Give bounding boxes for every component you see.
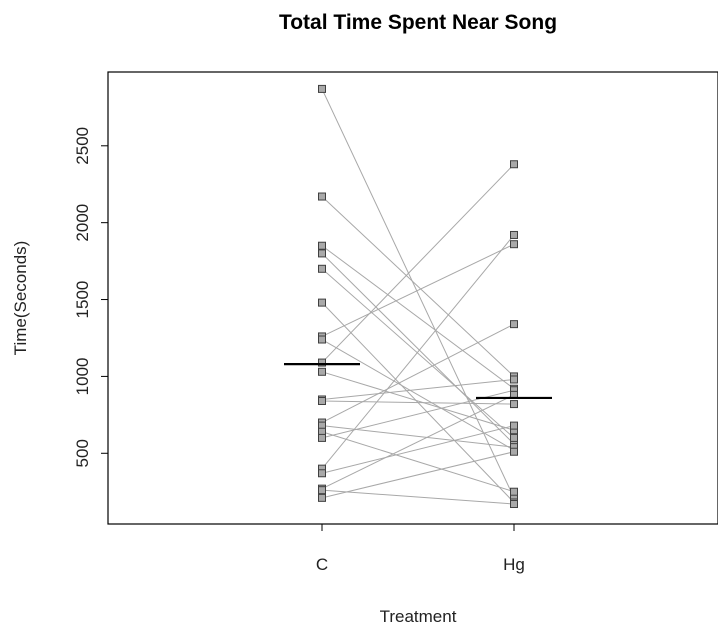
data-point-hg (510, 433, 518, 442)
y-axis: 500 1000 1500 2000 2500 (73, 127, 108, 467)
data-point-hg (510, 230, 518, 239)
y-tick-label: 500 (73, 439, 92, 467)
pair-line (321, 378, 515, 400)
data-point-c (318, 249, 326, 258)
x-tick-label: Hg (503, 555, 525, 574)
data-point-hg (510, 160, 518, 169)
data-point-hg (510, 240, 518, 249)
pair-line (321, 394, 515, 490)
data-point-c (318, 493, 326, 502)
x-axis-label: Treatment (380, 607, 457, 626)
data-point-c (318, 358, 326, 367)
data-point-hg (510, 375, 518, 384)
pair-line (321, 163, 515, 363)
data-point-c (318, 84, 326, 93)
data-points (318, 84, 518, 509)
data-point-c (318, 367, 326, 376)
chart-title: Total Time Spent Near Song (279, 11, 557, 34)
x-axis: C Hg (316, 524, 525, 574)
y-axis-label: Time(Seconds) (11, 241, 30, 356)
y-tick-label: 2000 (73, 204, 92, 242)
y-tick-label: 1500 (73, 281, 92, 319)
pair-line (321, 234, 515, 469)
pair-line (321, 243, 515, 337)
data-point-hg (510, 487, 518, 496)
median-lines (284, 363, 552, 400)
pair-lines (321, 88, 515, 505)
pair-line (321, 489, 515, 505)
x-tick-label: C (316, 555, 328, 574)
data-point-c (318, 264, 326, 273)
pair-line (321, 88, 515, 499)
data-point-c (318, 469, 326, 478)
data-point-c (318, 298, 326, 307)
data-point-hg (510, 500, 518, 509)
data-point-hg (510, 421, 518, 430)
plot-frame (107, 71, 718, 525)
pair-line (321, 339, 515, 451)
data-point-c (318, 397, 326, 406)
data-point-c (318, 335, 326, 344)
data-point-c (318, 486, 326, 495)
data-point-c (318, 192, 326, 201)
pair-line (321, 400, 515, 405)
data-point-hg (510, 400, 518, 409)
pair-line (321, 425, 515, 474)
pair-line (321, 196, 515, 377)
data-point-hg (510, 447, 518, 456)
pair-line (321, 245, 515, 390)
pair-line (321, 268, 515, 439)
data-point-hg (510, 320, 518, 329)
data-point-c (318, 433, 326, 442)
data-point-c (318, 241, 326, 250)
pair-line (321, 253, 515, 445)
y-tick-label: 1000 (73, 357, 92, 395)
pair-line (321, 371, 515, 431)
pair-line (321, 451, 515, 499)
pair-line (321, 323, 515, 423)
y-tick-label: 2500 (73, 127, 92, 165)
pair-line (321, 431, 515, 493)
